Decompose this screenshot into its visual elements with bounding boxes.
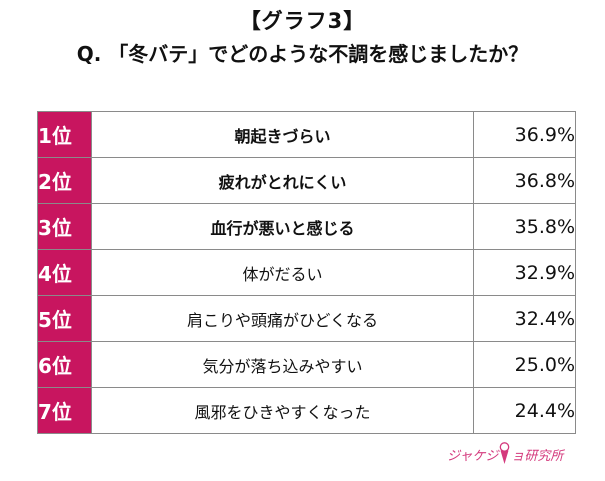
item-label-cell: 朝起きづらい (91, 111, 474, 158)
table-row: 1位 朝起きづらい 36.9% (37, 111, 576, 158)
table-row: 4位 体がだるい 32.9% (37, 249, 576, 296)
item-label-cell: 体がだるい (91, 249, 474, 296)
percent-value-cell: 32.9% (473, 249, 576, 296)
percent-value-cell: 32.4% (473, 295, 576, 342)
rank-cell: 7位 (37, 387, 92, 434)
item-label-cell: 疲れがとれにくい (91, 157, 474, 204)
percent-value-cell: 36.8% (473, 157, 576, 204)
table-row: 5位 肩こりや頭痛がひどくなる 32.4% (37, 295, 576, 342)
rank-cell: 2位 (37, 157, 92, 204)
rank-cell: 4位 (37, 249, 92, 296)
title-block: 【グラフ3】 Q. 「冬バテ」でどのような不調を感じましたか？ (0, 6, 605, 70)
rank-cell: 5位 (37, 295, 92, 342)
item-label-cell: 肩こりや頭痛がひどくなる (91, 295, 474, 342)
item-label-cell: 風邪をひきやすくなった (91, 387, 474, 434)
item-label-cell: 血行が悪いと感じる (91, 203, 474, 250)
table-row: 3位 血行が悪いと感じる 35.8% (37, 203, 576, 250)
ranking-table-body: 1位 朝起きづらい 36.9% 2位 疲れがとれにくい 36.8% 3位 血行が悪いと感じる 3… (37, 111, 576, 434)
rank-cell: 3位 (37, 203, 92, 250)
question-title: Q. 「冬バテ」でどのような不調を感じましたか？ (76, 42, 529, 66)
item-label-cell: 気分が落ち込みやすい (91, 341, 474, 388)
rank-cell: 6位 (37, 341, 92, 388)
percent-value-cell: 36.9% (473, 111, 576, 158)
logo-text-end: ョ研究所 (511, 448, 564, 464)
percent-value-cell: 25.0% (473, 341, 576, 388)
ice-cream-cone-icon (500, 442, 510, 464)
rank-cell: 1位 (37, 111, 92, 158)
table-row: 7位 風邪をひきやすくなった 24.4% (37, 387, 576, 434)
ranking-table: 1位 朝起きづらい 36.9% 2位 疲れがとれにくい 36.8% 3位 血行が悪いと感じる 3… (37, 111, 576, 434)
percent-value-cell: 35.8% (473, 203, 576, 250)
table-row: 6位 気分が落ち込みやすい 25.0% (37, 341, 576, 388)
graph-label: 【グラフ3】 (239, 9, 366, 33)
logo-text-start: ジャケジ (447, 448, 499, 464)
percent-value-cell: 24.4% (473, 387, 576, 434)
jakejo-lab-logo: ジャケジ ョ研究所 (447, 440, 563, 468)
table-row: 2位 疲れがとれにくい 36.8% (37, 157, 576, 204)
